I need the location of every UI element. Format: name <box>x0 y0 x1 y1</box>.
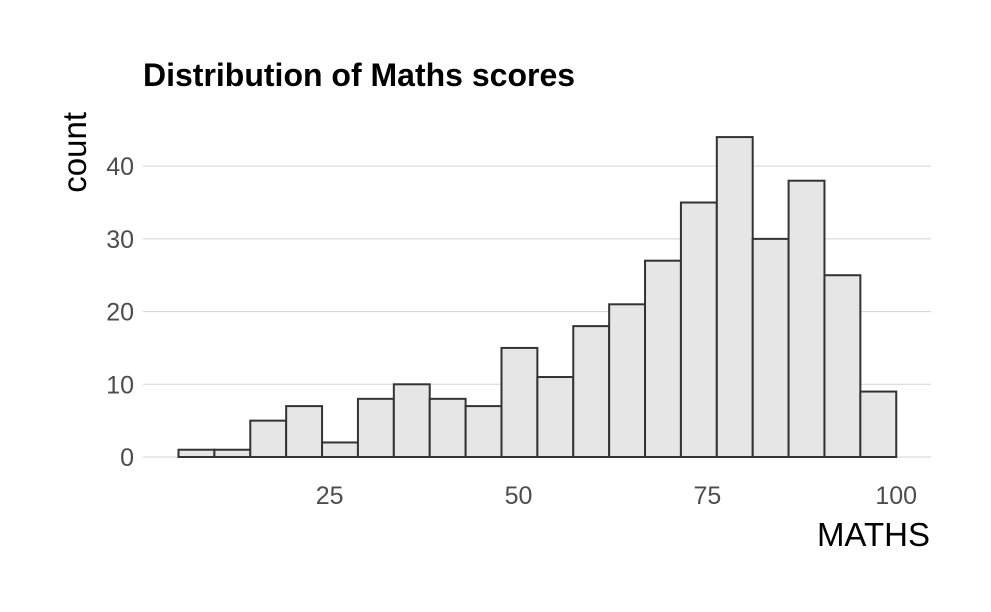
x-tick-label: 75 <box>693 482 721 510</box>
histogram-bar <box>321 441 359 459</box>
x-tick-label: 100 <box>875 482 917 510</box>
histogram-bar <box>572 325 611 458</box>
x-tick-labels: 25 50 75 100 <box>316 482 917 510</box>
bars <box>177 136 898 459</box>
histogram-bar <box>715 136 754 458</box>
y-tick-label: 0 <box>120 444 134 472</box>
histogram-bar <box>428 397 467 459</box>
histogram-bar <box>787 179 826 458</box>
histogram-bar <box>356 397 395 459</box>
histogram-bar <box>536 376 575 459</box>
histogram-bar <box>859 390 898 458</box>
histogram-bar <box>213 448 252 458</box>
y-tick-label: 20 <box>106 299 134 327</box>
y-tick-label: 40 <box>106 153 134 181</box>
histogram-bar <box>679 201 718 458</box>
x-axis-title: MATHS <box>817 516 930 553</box>
histogram-bar <box>392 383 431 458</box>
y-axis-title: count <box>56 112 93 193</box>
histogram-bar <box>751 237 790 458</box>
histogram-bar <box>500 346 539 458</box>
x-tick-label: 50 <box>505 482 533 510</box>
y-tick-labels: 0 10 20 30 40 <box>106 153 134 472</box>
histogram-bar <box>608 303 647 458</box>
histogram-bar <box>177 448 216 458</box>
histogram-bar <box>285 405 324 458</box>
histogram-bar <box>464 405 503 458</box>
histogram-bar <box>823 274 862 458</box>
histogram-bar <box>249 419 288 459</box>
y-tick-label: 30 <box>106 226 134 254</box>
histogram-bar <box>644 259 682 458</box>
y-tick-label: 10 <box>106 371 134 399</box>
x-tick-label: 25 <box>316 482 344 510</box>
chart-title: Distribution of Maths scores <box>143 57 575 93</box>
